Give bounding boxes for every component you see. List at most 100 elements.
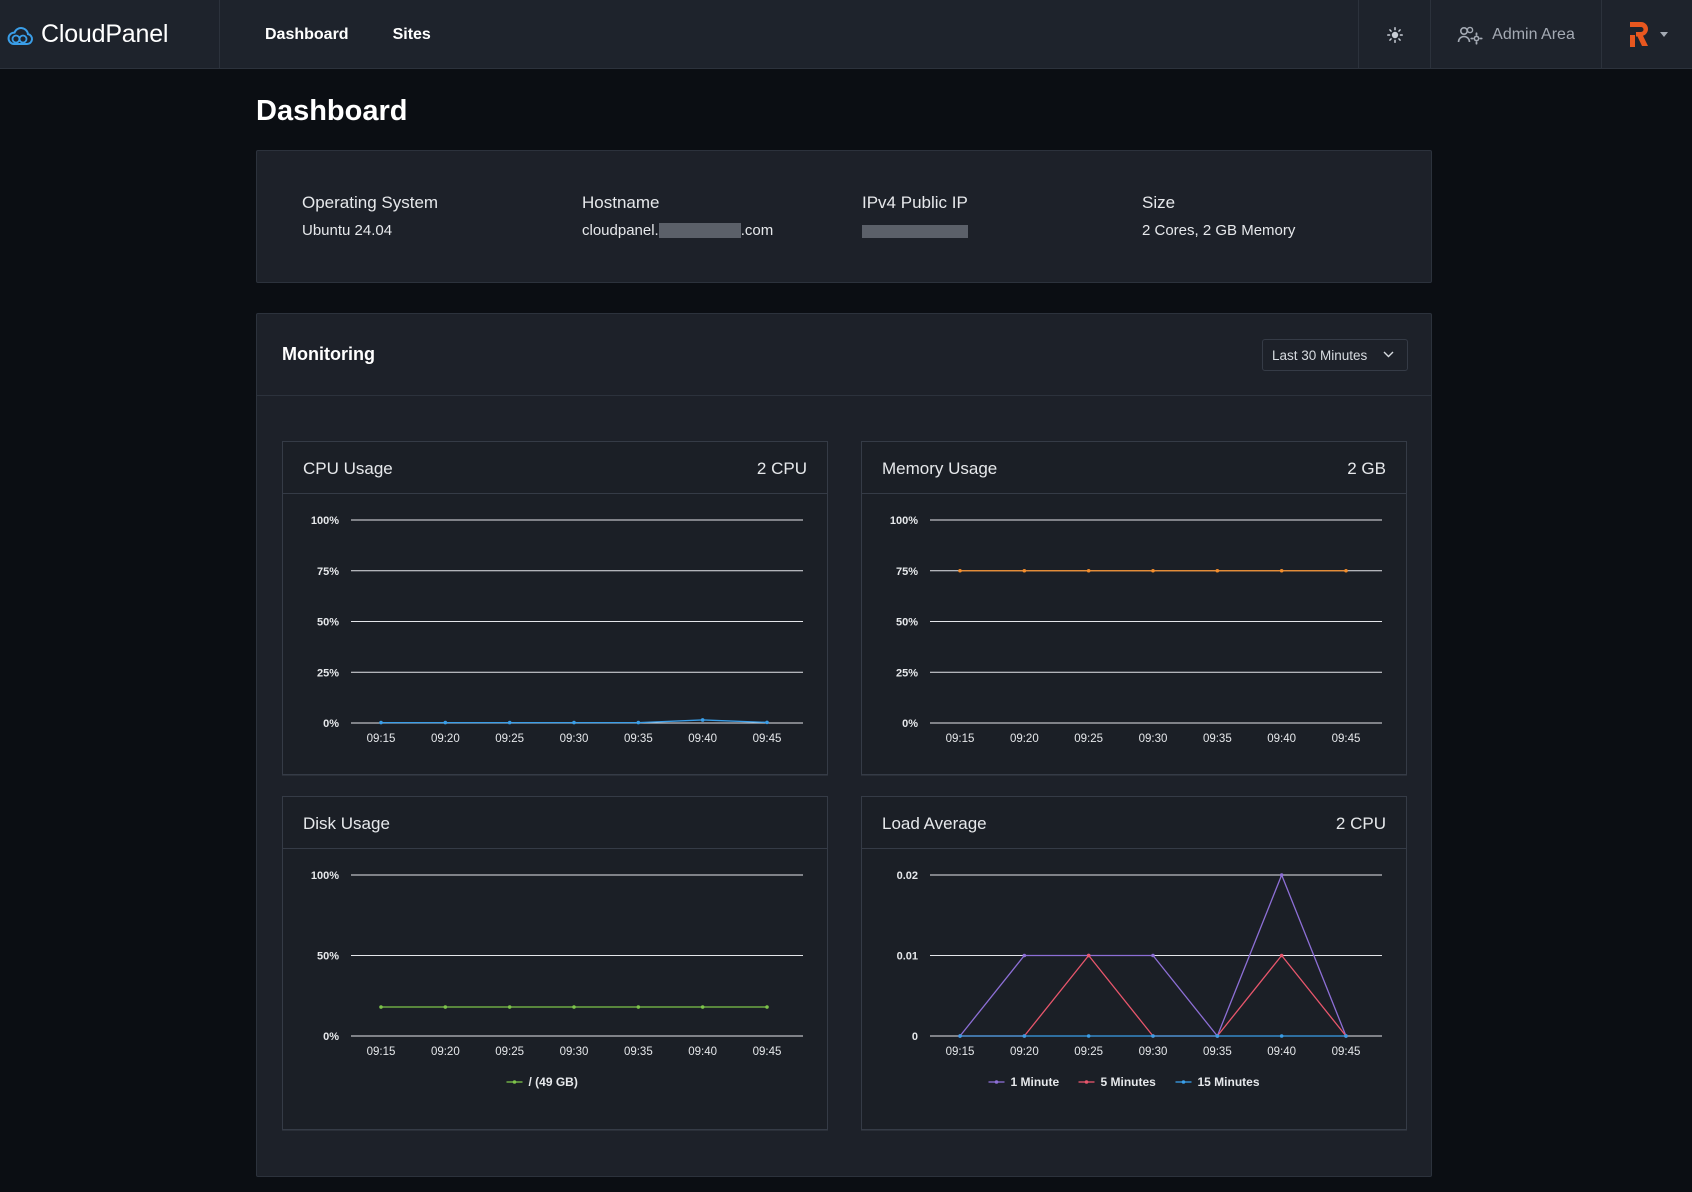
data-point	[1151, 1034, 1155, 1038]
chart-badge: 2 CPU	[1335, 814, 1386, 833]
data-point	[1344, 568, 1348, 573]
x-tick-label: 09:45	[1332, 733, 1361, 745]
y-tick-label: 25%	[896, 667, 918, 679]
y-tick-label: 0.01	[897, 951, 918, 963]
data-point	[507, 1005, 512, 1009]
user-menu-button[interactable]	[1601, 0, 1692, 69]
disk-usage-plot: 100% 50% 0% 09:15 09:20 09:25 09:30 09:35 09:40 0…	[311, 870, 803, 1089]
hostname-label: Hostname	[582, 193, 660, 212]
x-tick-label: 09:30	[1139, 1046, 1168, 1058]
y-tick-label: 100%	[311, 515, 339, 527]
x-tick-label: 09:35	[624, 733, 653, 745]
admin-area-button[interactable]: Admin Area	[1430, 0, 1601, 69]
hostname-info: Hostname cloudpanel. .com	[582, 193, 773, 239]
data-point	[443, 1005, 448, 1009]
ip-label: IPv4 Public IP	[862, 193, 968, 212]
cpu-usage-plot: 100% 75% 50% 25% 0% 09:15 09:20 09:25 09:30 09:35…	[311, 515, 803, 745]
data-point	[765, 720, 769, 725]
redacted-block	[862, 225, 968, 238]
data-point	[572, 1005, 576, 1009]
time-range-select[interactable]: Last 30 Minutes	[1262, 339, 1408, 371]
size-label: Size	[1142, 193, 1176, 212]
data-point	[958, 1034, 962, 1038]
page-title: Dashboard	[256, 95, 408, 127]
data-point	[1022, 1034, 1027, 1038]
legend-label: 15 Minutes	[1198, 1075, 1260, 1089]
data-point	[379, 1005, 383, 1009]
monitoring-card: Monitoring Last 30 Minutes CPU Usage 2 C…	[256, 313, 1432, 1177]
chart-title: Memory Usage	[882, 459, 998, 478]
chevron-down-icon	[1383, 351, 1394, 358]
y-tick-label: 75%	[317, 566, 339, 578]
data-point	[572, 720, 576, 725]
chart-title: Disk Usage	[303, 814, 390, 833]
legend-marker	[994, 1080, 999, 1084]
data-point	[1279, 953, 1284, 958]
data-point	[1086, 1034, 1091, 1038]
data-point	[1279, 873, 1284, 877]
load-average-chart: Load Average 2 CPU 0.02 0.01 0 09:15 09:20 09…	[861, 796, 1407, 1130]
data-point	[636, 1005, 641, 1009]
load-average-plot: 0.02 0.01 0 09:15 09:20 09:25 09:30 09:35 09:40 0…	[897, 870, 1382, 1089]
y-tick-label: 0	[912, 1031, 918, 1043]
chevron-down-icon	[1660, 32, 1668, 37]
os-info: Operating System Ubuntu 24.04	[302, 193, 438, 239]
x-tick-label: 09:15	[367, 1046, 396, 1058]
legend-label: / (49 GB)	[529, 1075, 578, 1089]
x-tick-label: 09:35	[1203, 733, 1232, 745]
x-tick-label: 09:45	[1332, 1046, 1361, 1058]
avatar-logo-icon	[1630, 21, 1648, 47]
data-point	[1151, 953, 1155, 958]
x-tick-label: 09:20	[431, 1046, 460, 1058]
data-point	[1086, 953, 1091, 958]
data-point	[443, 720, 448, 725]
x-tick-label: 09:15	[367, 733, 396, 745]
cloud-logo-icon	[7, 26, 33, 45]
cpu-usage-chart: CPU Usage 2 CPU 100% 75% 50% 25% 0% 09:15 09:2…	[282, 441, 828, 775]
y-tick-label: 100%	[890, 515, 918, 527]
data-point	[958, 568, 962, 573]
x-tick-label: 09:15	[946, 1046, 975, 1058]
y-tick-label: 0.02	[897, 870, 918, 882]
main-nav: Dashboard Sites	[265, 0, 431, 69]
data-point	[1344, 1034, 1348, 1038]
data-point	[507, 720, 512, 725]
x-tick-label: 09:25	[495, 733, 524, 745]
data-point	[1279, 568, 1284, 573]
redacted-block	[658, 223, 741, 238]
ip-value	[862, 222, 968, 238]
users-gear-icon	[1457, 26, 1483, 45]
top-navbar: CloudPanel Dashboard Sites	[0, 0, 1692, 69]
os-label: Operating System	[302, 193, 439, 212]
legend-label: 5 Minutes	[1101, 1075, 1157, 1089]
x-tick-label: 09:30	[1139, 733, 1168, 745]
brand[interactable]: CloudPanel	[0, 0, 220, 69]
data-point	[700, 718, 705, 722]
nav-dashboard[interactable]: Dashboard	[265, 25, 349, 43]
y-tick-label: 0%	[323, 1031, 339, 1043]
nav-sites[interactable]: Sites	[392, 25, 431, 43]
ip-info: IPv4 Public IP	[862, 193, 968, 238]
os-value: Ubuntu 24.04	[302, 222, 393, 239]
theme-toggle-button[interactable]	[1358, 0, 1430, 69]
x-tick-label: 09:35	[624, 1046, 653, 1058]
memory-usage-plot: 100% 75% 50% 25% 0% 09:15 09:20 09:25 09:30 09:35…	[890, 515, 1382, 745]
x-tick-label: 09:40	[688, 733, 717, 745]
x-tick-label: 09:20	[1010, 733, 1039, 745]
legend-marker	[512, 1080, 517, 1084]
x-tick-label: 09:40	[1267, 733, 1296, 745]
x-tick-label: 09:45	[753, 1046, 782, 1058]
y-tick-label: 0%	[323, 718, 339, 730]
data-point	[1022, 953, 1027, 958]
data-point	[1151, 568, 1155, 573]
x-tick-label: 09:30	[560, 733, 589, 745]
legend-label: 1 Minute	[1011, 1075, 1060, 1089]
chart-badge: 2 CPU	[756, 459, 807, 478]
legend-marker	[1181, 1080, 1186, 1084]
data-point	[765, 1005, 769, 1009]
memory-usage-chart: Memory Usage 2 GB 100% 75% 50% 25% 0% 09:15 09…	[861, 441, 1407, 775]
hostname-prefix: cloudpanel.	[582, 222, 659, 239]
legend-marker	[1084, 1080, 1089, 1084]
data-point	[1086, 568, 1091, 573]
chart-title: Load Average	[882, 814, 987, 833]
